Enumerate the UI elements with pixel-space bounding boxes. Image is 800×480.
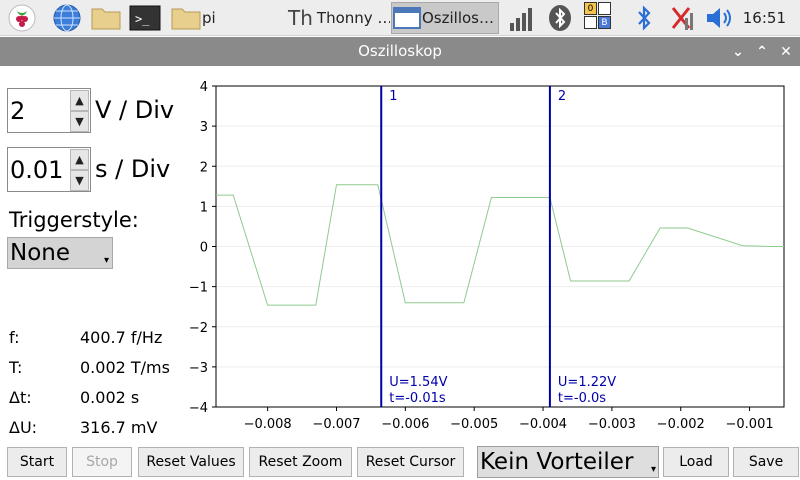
cursor-1-label: 1 [389, 89, 397, 104]
bluetooth-tray-icon[interactable] [633, 3, 655, 33]
y-tick-label: 0 [200, 241, 208, 256]
clock[interactable]: 16:51 [742, 9, 786, 27]
dropdown-arrow-icon: ▾ [650, 464, 656, 475]
trigger-style-label: Triggerstyle: [9, 208, 139, 232]
delta-t-value: 0.002 s [80, 388, 140, 407]
taskbar-window-thonny[interactable]: Th Thonny … [284, 2, 390, 34]
spin-down-icon[interactable]: ▼ [70, 111, 89, 132]
spin-down-icon[interactable]: ▼ [70, 170, 89, 191]
bluetooth-icon[interactable] [547, 3, 573, 33]
dropdown-arrow-icon: ▾ [103, 255, 109, 266]
seconds-per-div-spinbox[interactable]: 0.01 ▲ ▼ [7, 147, 91, 192]
x-tick-label: −0.003 [588, 417, 636, 432]
reset-zoom-button[interactable]: Reset Zoom [249, 447, 352, 477]
taskbar-window-label: Thonny … [316, 9, 390, 27]
divider-select[interactable]: Kein Vorteiler ▾ [477, 446, 659, 478]
x-tick-label: −0.002 [657, 417, 705, 432]
x-tick-label: −0.004 [519, 417, 567, 432]
y-tick-label: −1 [189, 281, 208, 296]
spin-up-icon[interactable]: ▲ [70, 90, 89, 111]
web-browser-icon[interactable] [52, 3, 82, 33]
y-tick-label: −3 [189, 361, 208, 376]
load-button[interactable]: Load [663, 447, 729, 477]
volts-per-div-spinbox[interactable]: 2 ▲ ▼ [7, 88, 91, 133]
maximize-icon[interactable]: ⌃ [756, 44, 768, 60]
reset-cursor-button[interactable]: Reset Cursor [357, 447, 464, 477]
divider-value: Kein Vorteiler [480, 449, 634, 475]
taskbar-window-pi[interactable]: pi [170, 2, 282, 34]
volume-icon[interactable] [704, 3, 734, 33]
taskbar-window-label: Oszillos… [422, 9, 494, 27]
cursor-2-label: 2 [558, 89, 566, 104]
minimize-icon[interactable]: ⌄ [732, 44, 744, 60]
x-tick-label: −0.007 [312, 417, 360, 432]
terminal-icon[interactable]: >_ [129, 3, 161, 33]
y-tick-label: −4 [189, 401, 208, 416]
signal-line [216, 184, 784, 306]
folder-icon [171, 8, 201, 30]
taskbar-window-oszilloskop[interactable]: Oszillos… [391, 2, 499, 34]
y-tick-label: −2 [189, 321, 208, 336]
window-titlebar[interactable]: Oszilloskop ⌄ ⌃ ✕ [0, 37, 800, 66]
window-title: Oszilloskop [358, 42, 442, 60]
delta-u-value: 316.7 mV [80, 418, 158, 437]
cursor-2-voltage: U=1.22V [558, 375, 616, 390]
volts-per-div-unit: V / Div [95, 96, 175, 124]
start-button[interactable]: Start [7, 447, 67, 477]
save-button[interactable]: Save [733, 447, 799, 477]
delta-t-label: Δt: [9, 388, 32, 407]
seconds-per-div-unit: s / Div [95, 155, 171, 183]
cpu-monitor-icon[interactable] [508, 3, 534, 33]
cursor-1-time: t=-0.01s [389, 391, 446, 406]
close-icon[interactable]: ✕ [780, 44, 792, 60]
trigger-style-select[interactable]: None ▾ [7, 237, 113, 269]
frequency-value: 400.7 f/Hz [80, 328, 163, 347]
y-tick-label: 3 [200, 120, 208, 135]
svg-text:>_: >_ [135, 12, 150, 26]
spin-up-icon[interactable]: ▲ [70, 149, 89, 170]
trigger-style-value: None [10, 240, 71, 266]
raspberry-menu-icon[interactable] [8, 3, 36, 33]
taskbar: >_ pi Th Thonny … Oszillos… 0 B 16:51 [0, 0, 800, 36]
y-tick-label: 1 [200, 200, 208, 215]
thonny-icon: Th [288, 6, 313, 30]
cursor-1-voltage: U=1.54V [389, 375, 447, 390]
x-tick-label: −0.005 [450, 417, 498, 432]
period-value: 0.002 T/ms [80, 358, 170, 377]
volts-per-div-value[interactable]: 2 [10, 97, 26, 125]
stop-button[interactable]: Stop [72, 447, 132, 477]
bt-status-badge[interactable]: 0 B [584, 2, 614, 32]
y-tick-label: 4 [200, 80, 208, 95]
period-label: T: [9, 358, 23, 377]
x-tick-label: −0.006 [381, 417, 429, 432]
seconds-per-div-value[interactable]: 0.01 [10, 156, 64, 184]
delta-u-label: ΔU: [9, 418, 38, 437]
frequency-label: f: [9, 328, 20, 347]
cursor-2-time: t=-0.0s [558, 391, 606, 406]
network-disconnected-icon[interactable] [667, 3, 695, 33]
window-icon [393, 7, 421, 29]
x-tick-label: −0.001 [726, 417, 774, 432]
x-tick-label: −0.008 [244, 417, 292, 432]
y-tick-label: 2 [200, 160, 208, 175]
reset-values-button[interactable]: Reset Values [138, 447, 244, 477]
file-manager-icon[interactable] [90, 3, 122, 33]
taskbar-window-label: pi [202, 9, 216, 27]
